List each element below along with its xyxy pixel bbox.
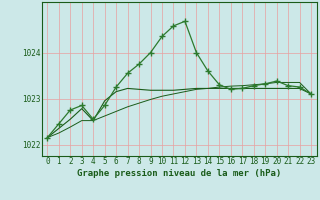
X-axis label: Graphe pression niveau de la mer (hPa): Graphe pression niveau de la mer (hPa) (77, 169, 281, 178)
